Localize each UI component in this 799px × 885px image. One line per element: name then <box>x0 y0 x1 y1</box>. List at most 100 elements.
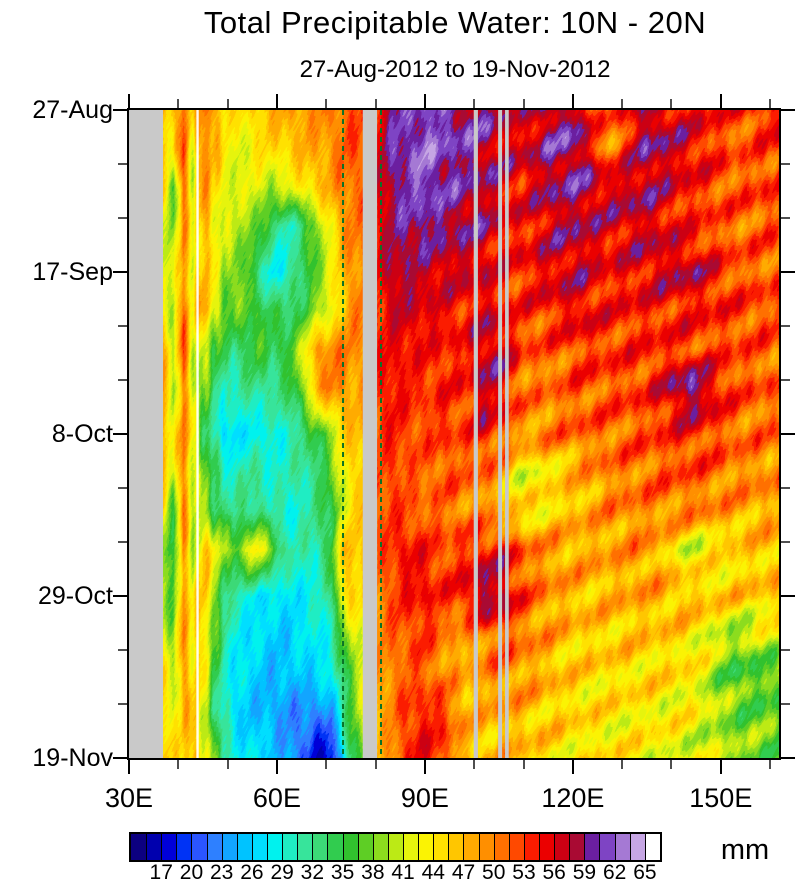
tick-mark <box>177 760 180 769</box>
tick-mark <box>118 703 127 705</box>
colorbar-cell <box>372 834 388 860</box>
x-axis-label: 60E <box>252 783 301 813</box>
tick-mark <box>781 108 795 112</box>
colorbar-cell <box>584 834 600 860</box>
tick-mark <box>781 594 795 598</box>
colorbar-cell <box>327 834 343 860</box>
colorbar-cell <box>402 834 419 860</box>
tick-mark <box>374 99 377 108</box>
colorbar-cell <box>493 834 509 860</box>
tick-mark <box>473 760 476 769</box>
tick-mark <box>226 760 229 769</box>
tick-mark <box>118 541 127 543</box>
tick-mark <box>769 760 772 769</box>
tick-mark <box>118 163 127 165</box>
y-axis-label: 19-Nov <box>32 744 113 772</box>
colorbar-cell <box>176 834 192 860</box>
y-axis-label: 27-Aug <box>32 96 113 124</box>
colorbar-cell <box>387 834 403 860</box>
tick-mark <box>118 649 127 651</box>
tick-mark <box>118 487 127 489</box>
tick-mark <box>670 760 673 769</box>
colorbar-cell <box>251 834 267 860</box>
colorbar-cell <box>266 834 283 860</box>
tick-mark <box>113 756 127 760</box>
colorbar-cell <box>146 834 162 860</box>
tick-mark <box>226 99 229 108</box>
colorbar-cell <box>312 834 328 860</box>
heatmap-canvas <box>129 110 779 758</box>
tick-mark <box>113 594 127 598</box>
tick-mark <box>127 94 131 108</box>
tick-mark <box>177 99 180 108</box>
tick-mark <box>325 99 328 108</box>
colorbar-cell <box>433 834 449 860</box>
x-axis-label: 150E <box>689 783 753 813</box>
colorbar-cell <box>629 834 645 860</box>
colorbar-cell <box>614 834 630 860</box>
colorbar-cell <box>523 834 539 860</box>
colorbar-cell <box>282 834 298 860</box>
tick-mark <box>781 703 790 705</box>
tick-mark <box>571 760 575 774</box>
units-label: mm <box>720 834 770 866</box>
tick-mark <box>621 760 624 769</box>
chart-subtitle: 27-Aug-2012 to 19-Nov-2012 <box>299 56 611 83</box>
tick-mark <box>423 760 427 774</box>
x-axis-label: 30E <box>104 783 154 813</box>
y-axis-label: 29-Oct <box>37 582 113 610</box>
tick-mark <box>423 94 427 108</box>
tick-mark <box>670 99 673 108</box>
x-axis-label: 120E <box>541 783 605 813</box>
colorbar-cell <box>418 834 434 860</box>
colorbar-cell <box>161 834 177 860</box>
colorbar-cell <box>297 834 313 860</box>
tick-mark <box>325 760 328 769</box>
tick-mark <box>118 325 127 327</box>
tick-mark <box>118 379 127 381</box>
colorbar-cell <box>478 834 494 860</box>
tick-mark <box>621 99 624 108</box>
colorbar-cell <box>448 834 464 860</box>
colorbar-cell <box>554 834 570 860</box>
colorbar-cell <box>191 834 207 860</box>
tick-mark <box>781 379 790 381</box>
tick-mark <box>522 760 525 769</box>
tick-mark <box>781 270 795 274</box>
tick-mark <box>113 270 127 274</box>
tick-mark <box>781 432 795 436</box>
colorbar-cell <box>599 834 615 860</box>
tick-mark <box>473 99 476 108</box>
colorbar-cell <box>569 834 585 860</box>
colorbar-tick-label: 65 <box>633 861 657 884</box>
x-axis-label: 90E <box>400 783 449 813</box>
tick-mark <box>719 760 723 774</box>
tick-mark <box>781 541 790 543</box>
tick-mark <box>275 94 279 108</box>
colorbar-cell <box>236 834 252 860</box>
colorbar-cell <box>508 834 524 860</box>
colorbar-cell <box>221 834 237 860</box>
tick-mark <box>781 756 795 760</box>
tick-mark <box>719 94 723 108</box>
colorbar-cell <box>206 834 222 860</box>
chart-title: Total Precipitable Water: 10N - 20N <box>203 5 707 40</box>
y-axis-label: 8-Oct <box>51 420 113 448</box>
tick-mark <box>374 760 377 769</box>
tick-mark <box>127 760 131 774</box>
tick-mark <box>113 108 127 112</box>
colorbar-cell <box>357 834 373 860</box>
colorbar-cell <box>342 834 358 860</box>
tick-mark <box>571 94 575 108</box>
colorbar <box>129 832 662 862</box>
tick-mark <box>522 99 525 108</box>
colorbar-cell <box>644 834 660 860</box>
y-axis-label: 17-Sep <box>32 258 113 286</box>
tick-mark <box>781 325 790 327</box>
tick-mark <box>781 163 790 165</box>
tick-mark <box>113 432 127 436</box>
colorbar-cell <box>538 834 555 860</box>
tick-mark <box>781 649 790 651</box>
tick-mark <box>769 99 772 108</box>
